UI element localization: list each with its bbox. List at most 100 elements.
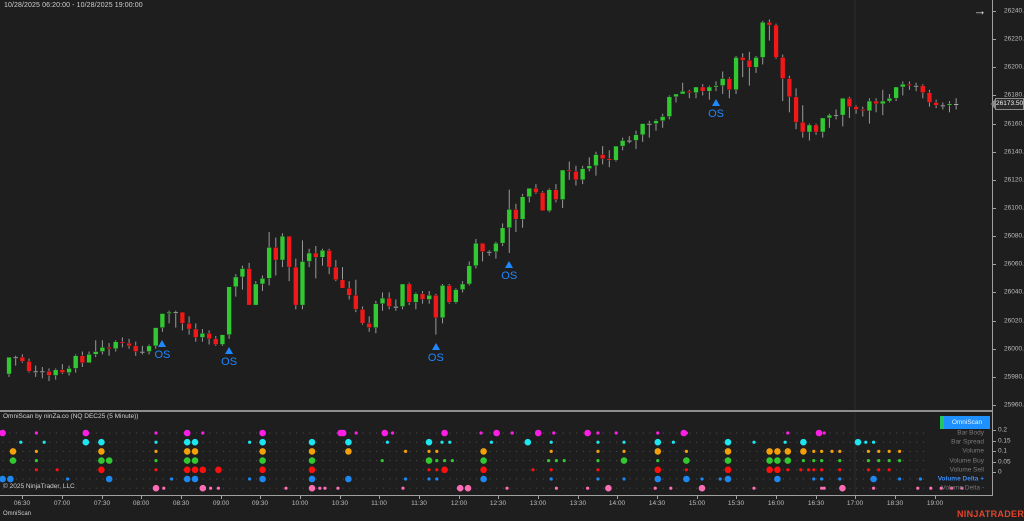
candle xyxy=(193,323,199,342)
scan-dot xyxy=(82,438,90,446)
scan-dot xyxy=(441,466,448,474)
scan-dot xyxy=(669,486,673,490)
candle xyxy=(79,351,85,368)
price-tick xyxy=(993,348,996,350)
scan-dot xyxy=(839,484,846,492)
scan-dot xyxy=(596,477,600,481)
candle xyxy=(933,99,939,109)
candle xyxy=(780,54,786,102)
price-tick xyxy=(993,405,996,406)
candle xyxy=(99,340,105,355)
indicator-row-label[interactable]: Volume Delta - xyxy=(941,484,984,492)
chart-tab-omniscan[interactable]: OmniScan xyxy=(3,511,32,517)
candle xyxy=(206,330,212,345)
scan-dot xyxy=(505,486,509,490)
scan-dot xyxy=(55,468,59,472)
candle xyxy=(19,354,25,363)
scan-dot xyxy=(820,468,824,472)
scan-dot xyxy=(586,486,590,490)
pane-divider[interactable] xyxy=(0,410,992,412)
scan-dot xyxy=(786,431,790,435)
scroll-to-latest-arrow-icon[interactable]: → xyxy=(973,3,987,18)
time-tick xyxy=(62,496,63,499)
candle xyxy=(13,355,19,366)
scan-dot xyxy=(799,468,803,472)
price-tick xyxy=(993,67,996,69)
candle xyxy=(466,261,472,286)
scan-dot xyxy=(183,429,191,437)
time-tick xyxy=(776,496,777,499)
candle xyxy=(46,368,52,382)
scan-dot xyxy=(308,466,316,474)
candle xyxy=(693,86,699,99)
candle xyxy=(446,283,452,304)
time-tick xyxy=(102,496,103,499)
time-label: 06:30 xyxy=(13,500,31,507)
price-tick xyxy=(993,236,996,238)
time-axis-line xyxy=(0,495,992,496)
scan-dot xyxy=(170,477,174,481)
candle xyxy=(920,84,926,99)
time-label: 15:00 xyxy=(688,500,706,507)
scan-dot xyxy=(656,459,660,463)
candle xyxy=(33,365,39,377)
time-label: 13:00 xyxy=(529,500,547,507)
scan-dot xyxy=(259,466,266,474)
indicator-row-label[interactable]: Volume Buy xyxy=(949,457,984,465)
scan-dot xyxy=(284,486,288,490)
scan-dot xyxy=(98,466,105,474)
time-tick xyxy=(935,496,936,499)
scan-dot xyxy=(854,438,862,446)
scan-dot xyxy=(308,448,316,455)
candle xyxy=(826,113,833,128)
candle xyxy=(259,275,266,292)
signal-label: OS xyxy=(154,348,171,361)
candle xyxy=(439,283,446,324)
scan-dot xyxy=(784,457,792,464)
candle xyxy=(746,51,752,86)
scan-dot xyxy=(435,477,439,481)
price-tick xyxy=(993,151,996,153)
scan-dot xyxy=(724,466,732,474)
candle xyxy=(946,101,953,113)
candle xyxy=(373,300,379,334)
scan-dot xyxy=(427,468,431,472)
candle xyxy=(86,351,92,363)
scan-dot xyxy=(898,477,902,481)
scan-dot xyxy=(354,431,358,435)
scan-dot xyxy=(684,449,689,453)
candle xyxy=(880,89,886,116)
omniscan-button[interactable]: OmniScan xyxy=(940,416,990,429)
time-label: 19:00 xyxy=(926,500,944,507)
scan-dot xyxy=(318,486,322,490)
candle xyxy=(653,119,659,131)
price-label: 26000.00 xyxy=(1004,345,1024,353)
candle xyxy=(646,120,652,138)
time-label: 18:30 xyxy=(886,500,904,507)
indicator-row-label[interactable]: Volume xyxy=(962,447,984,455)
price-chart-area[interactable] xyxy=(0,0,992,496)
candle xyxy=(666,95,672,120)
candle xyxy=(413,292,419,310)
indicator-row-label[interactable]: Volume Delta + xyxy=(937,475,984,483)
indicator-row-label[interactable]: Volume Sell xyxy=(949,466,984,474)
candle xyxy=(833,109,839,120)
indicator-row-label[interactable]: Bar Body xyxy=(957,429,984,437)
scan-dot xyxy=(191,438,199,446)
scan-dot xyxy=(404,477,408,481)
scan-dot xyxy=(552,431,556,435)
scan-dot xyxy=(838,477,842,481)
scan-dot xyxy=(201,431,205,435)
scan-dot xyxy=(864,440,868,444)
scan-dot xyxy=(549,449,553,453)
scan-dot xyxy=(960,486,964,490)
indicator-tick xyxy=(993,461,996,463)
scan-dot xyxy=(259,457,266,464)
indicator-row-label[interactable]: Bar Spread xyxy=(951,438,984,446)
price-label: 26140.00 xyxy=(1004,148,1024,156)
candle xyxy=(233,274,239,297)
scan-dot xyxy=(0,429,6,437)
scan-dot xyxy=(822,431,826,435)
scan-dot xyxy=(480,457,487,464)
price-tick xyxy=(993,123,996,125)
